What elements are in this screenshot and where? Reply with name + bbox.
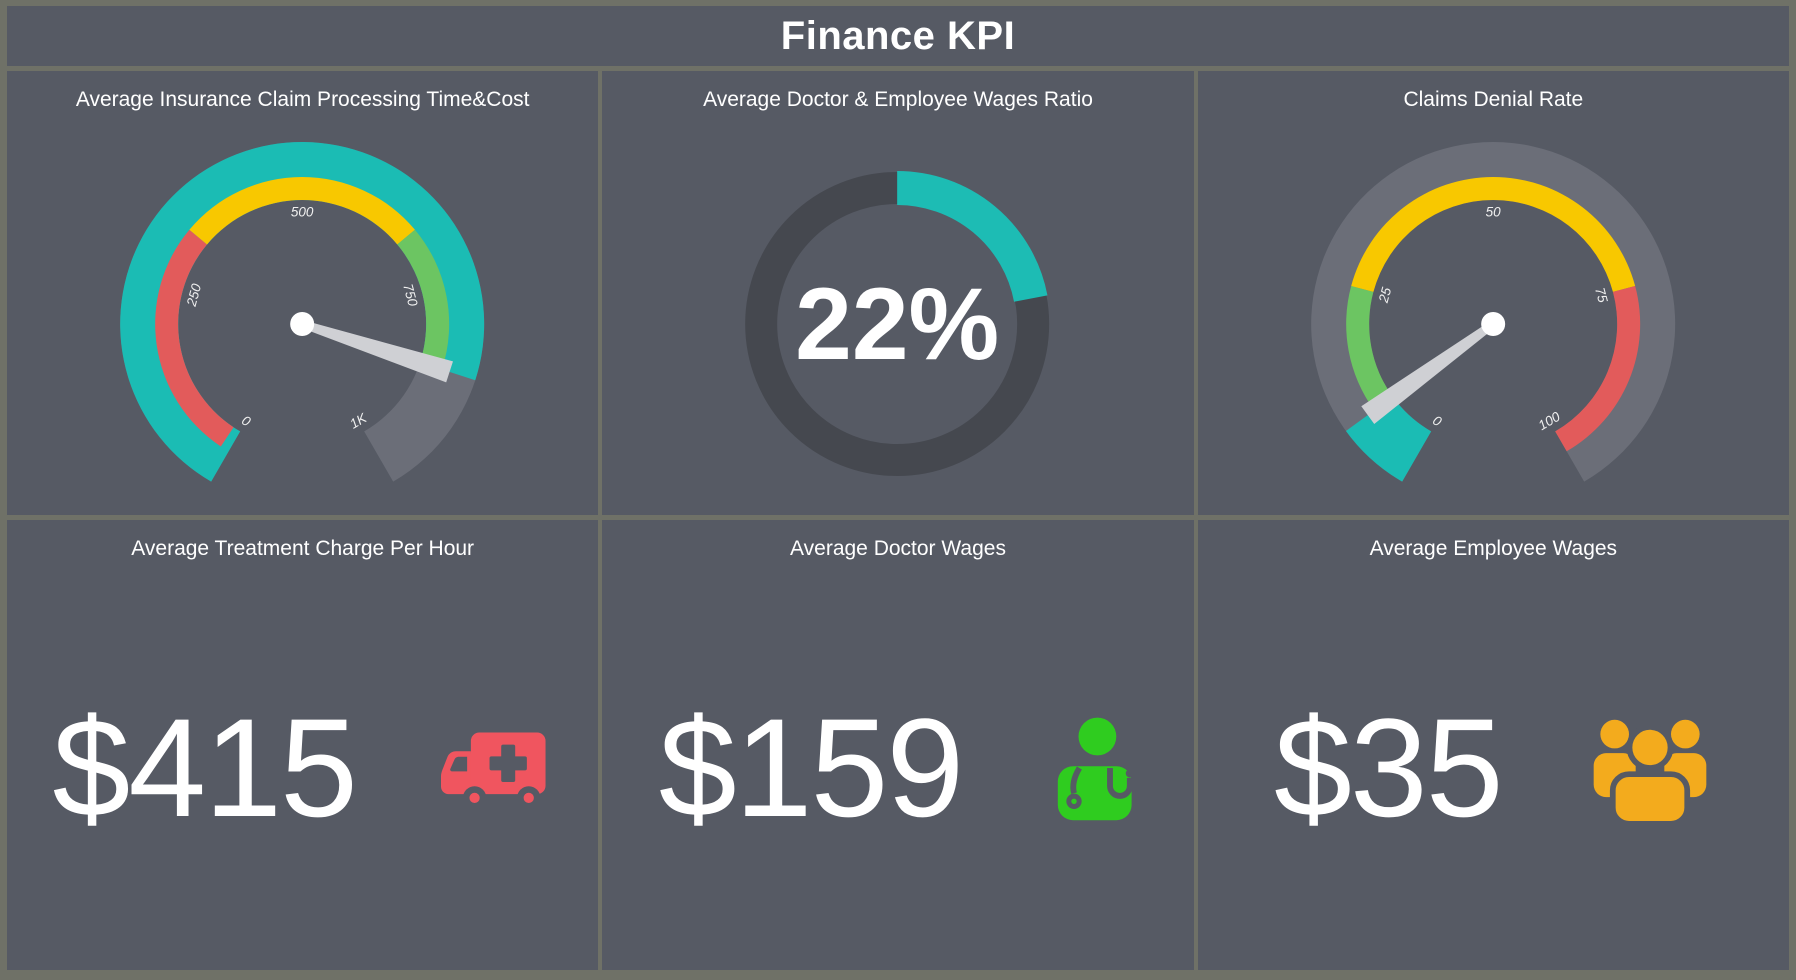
kpi-value-treatment-charge: $415 (52, 688, 357, 846)
gauge-track (1310, 142, 1675, 482)
gauge-needle (1360, 320, 1496, 425)
card-claim-processing-gauge: Average Insurance Claim Processing Time&… (7, 71, 599, 515)
card-title: Average Insurance Claim Processing Time&… (75, 88, 530, 111)
kpi-value-employee-wages: $35 (1274, 688, 1504, 846)
donut-value-arc (897, 171, 1048, 303)
gauge-tick-label: 100 (1535, 409, 1562, 433)
gauge-tick-label: 75 (1592, 286, 1611, 305)
gauge-tick-label: 750 (400, 282, 420, 308)
card-title: Average Doctor Wages (790, 537, 1006, 560)
kpi-row: $159 (602, 660, 1193, 875)
donut-chart-wages-ratio: 22% (745, 171, 1050, 476)
donut-ring (745, 172, 1050, 476)
gauge-chart-denial-rate: 0 25 50 75 100 (1310, 142, 1675, 482)
gauge-hub (290, 312, 315, 336)
card-treatment-charge: Average Treatment Charge Per Hour $415 (7, 520, 599, 970)
gauge-tick-label: 250 (184, 282, 205, 309)
gauge-progress-arc (120, 142, 485, 482)
gauge-tick-label: 0 (1430, 413, 1444, 430)
ambulance-icon (440, 720, 553, 816)
kpi-row: $415 (7, 660, 598, 875)
card-title: Average Employee Wages (1369, 537, 1618, 560)
gauge-zone-band (1554, 285, 1640, 452)
gauge-tick-label: 50 (1485, 205, 1501, 220)
gauge-zone-band (1350, 177, 1635, 292)
gauge-hub (1480, 312, 1505, 336)
doctor-icon (1047, 714, 1137, 822)
gauge-tick-label: 1K (347, 410, 370, 432)
dashboard-header: Finance KPI (7, 6, 1789, 66)
gauge-zone-band (1345, 285, 1393, 411)
gauge-tick-label: 500 (291, 205, 314, 220)
gauge-zone-band (189, 177, 415, 245)
gauge-tick-label: 25 (1375, 285, 1394, 305)
card-title: Average Treatment Charge Per Hour (131, 537, 475, 560)
card-title: Claims Denial Rate (1403, 88, 1584, 111)
card-denial-rate-gauge: Claims Denial Rate 0 25 50 75 100 (1197, 71, 1789, 515)
people-icon (1587, 711, 1713, 824)
card-employee-wages: Average Employee Wages $35 (1197, 520, 1789, 970)
gauge-tick-label: 0 (239, 413, 253, 430)
gauge-track (120, 142, 485, 482)
donut-center-label: 22% (795, 267, 999, 381)
kpi-value-doctor-wages: $159 (658, 688, 964, 846)
gauge-zone-band (155, 229, 234, 447)
card-title: Average Doctor & Employee Wages Ratio (703, 88, 1093, 111)
gauge-zone-band (397, 229, 450, 370)
card-doctor-wages: Average Doctor Wages $159 (602, 520, 1194, 970)
card-wages-ratio-donut: Average Doctor & Employee Wages Ratio 22… (602, 71, 1194, 515)
gauge-needle (300, 320, 453, 383)
page-title: Finance KPI (780, 13, 1016, 58)
gauge-chart-claim-processing: 0 250 500 750 1K (120, 142, 485, 482)
kpi-row: $35 (1198, 660, 1789, 875)
gauge-progress-arc (1345, 396, 1431, 482)
